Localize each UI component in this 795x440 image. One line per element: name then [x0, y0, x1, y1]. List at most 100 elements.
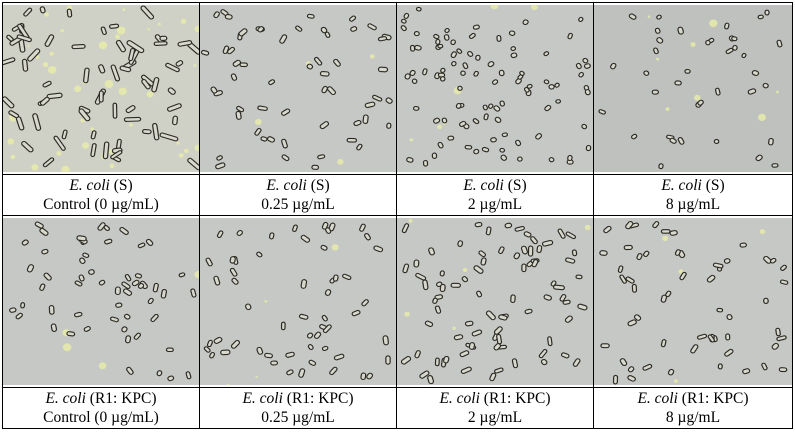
bacterial-cell [619, 274, 628, 284]
bacterial-cell [531, 259, 539, 268]
micrograph-background [594, 5, 792, 172]
bacterial-cell [776, 335, 787, 342]
halo-speck [47, 66, 57, 74]
micrograph-background [397, 5, 593, 172]
bacterial-cell [660, 294, 668, 303]
bacterial-cell [97, 222, 106, 231]
bacterial-cell [319, 70, 330, 77]
bacterial-cell [281, 138, 288, 149]
bacterial-cell [724, 348, 734, 357]
bacterial-cell [321, 345, 329, 352]
bacterial-cell [124, 335, 132, 344]
bacterial-cell [256, 346, 264, 355]
bacterial-cell [437, 43, 444, 49]
bacterial-cell [42, 80, 52, 88]
bacterial-cell [236, 229, 243, 236]
halo-speck [693, 94, 701, 101]
bacterial-cell [213, 275, 221, 286]
halo-speck [104, 80, 114, 88]
bacterial-cell [134, 273, 143, 279]
bacterial-cell [26, 264, 35, 273]
bacterial-cell [292, 224, 298, 232]
bacterial-cell [359, 223, 366, 232]
micrograph [594, 5, 792, 172]
bacterial-cell [406, 157, 414, 163]
bacterial-cell [15, 312, 24, 320]
bacterial-cell [582, 57, 589, 64]
bacterial-cell [658, 163, 664, 170]
bacterial-cell [443, 34, 450, 41]
bacterial-cell [6, 34, 14, 42]
bacterial-cell [260, 136, 268, 142]
bacterial-cell [346, 137, 358, 143]
bacterial-cell [565, 257, 576, 264]
bacterial-cell [39, 96, 50, 106]
bacterial-cell [27, 48, 41, 62]
bacterial-cell [42, 157, 55, 168]
bacterial-cell [656, 14, 662, 20]
bacterial-cell [190, 288, 197, 298]
halo-speck [264, 300, 268, 303]
condition-label: 8 µg/mL [665, 409, 721, 426]
bacterial-cell [433, 33, 440, 40]
halo-speck [7, 138, 15, 145]
bacterial-cell [642, 363, 653, 371]
bacterial-cell [71, 44, 86, 50]
halo-speck [194, 144, 199, 151]
halo-speck [584, 224, 591, 231]
halo-speck [44, 12, 49, 17]
halo-speck [109, 163, 115, 168]
bacterial-cell [414, 44, 422, 51]
halo-speck [369, 54, 375, 59]
bacterial-cell [313, 56, 323, 66]
bacterial-cell [552, 284, 565, 291]
bacterial-cell [462, 62, 469, 70]
bacterial-cell [41, 248, 49, 255]
bacterial-cell [468, 342, 476, 350]
halo-speck [409, 138, 414, 142]
bacterial-cell [467, 50, 474, 57]
bacterial-cell [716, 307, 724, 313]
bacterial-cell [480, 257, 487, 266]
bacterial-cell [377, 36, 388, 42]
bacterial-cell [498, 314, 508, 321]
bacterial-cell [548, 157, 555, 163]
caption: E. coli (S) 0.25 µg/mL [199, 174, 397, 216]
halo-speck [690, 42, 696, 47]
strain-label: (R1: KPC) [677, 390, 749, 407]
bacterial-cell [216, 155, 223, 161]
bacterial-cell [617, 265, 624, 273]
bacterial-cell [472, 118, 480, 125]
bacterial-cell [499, 147, 506, 153]
bacterial-cell [435, 38, 441, 45]
bacterial-cell [159, 132, 179, 142]
bacterial-cell [353, 119, 362, 127]
bacterial-cell [578, 71, 585, 78]
bacterial-cell [764, 9, 770, 16]
bacterial-cell [557, 228, 566, 239]
bacterial-cell [432, 297, 438, 304]
bacterial-cell [424, 320, 434, 327]
panel-s-2-image [396, 2, 594, 175]
bacterial-cell [633, 314, 642, 321]
bacterial-cell [628, 13, 637, 20]
bacterial-cell [554, 82, 560, 88]
bacterial-cell [778, 367, 788, 373]
bacterial-cell [459, 350, 470, 358]
bacterial-cell [165, 347, 174, 353]
bacterial-cell [402, 263, 410, 274]
bacterial-cell [372, 94, 383, 102]
bacterial-cell [474, 221, 483, 228]
bacterial-cell [751, 70, 760, 77]
bacterial-cell [321, 85, 328, 94]
bacterial-cell [762, 82, 769, 89]
bacterial-cell [238, 28, 248, 37]
bacterial-cell [713, 138, 720, 145]
bacterial-cell [333, 58, 341, 67]
halo-speck [180, 18, 187, 24]
bacterial-cell [599, 250, 608, 256]
bacterial-cell [444, 27, 450, 34]
condition-label: 0.25 µg/mL [261, 409, 335, 426]
halo-speck [254, 118, 262, 126]
bacterial-cell [128, 48, 136, 62]
